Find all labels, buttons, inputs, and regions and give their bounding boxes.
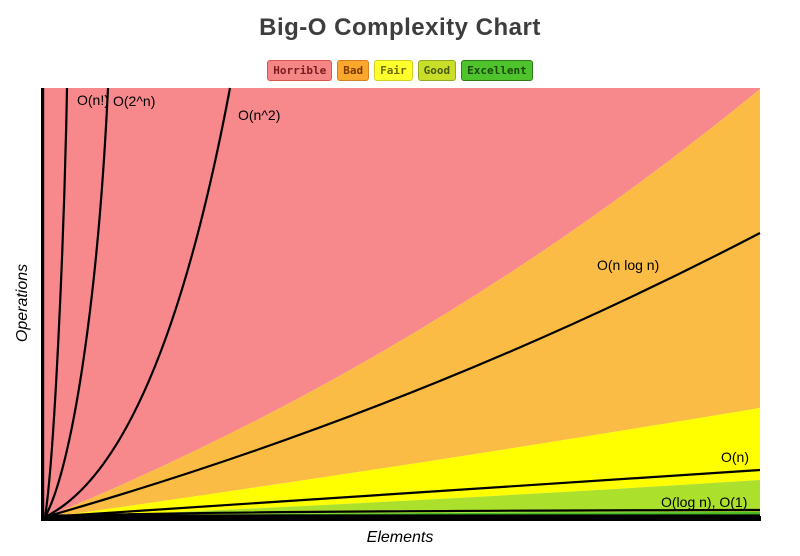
region-good [44,480,760,518]
region-fair [44,408,760,518]
curve-labels: O(n!) O(2^n) O(n^2) O(n log n) O(n) O(lo… [77,92,749,510]
label-o-n-factorial: O(n!) [77,92,109,108]
label-o-n-squared: O(n^2) [238,107,280,123]
legend: Horrible Bad Fair Good Excellent [0,60,800,81]
y-axis [41,88,45,521]
page-title: Big-O Complexity Chart [259,14,541,41]
axes [41,88,761,521]
legend-badge-excellent: Excellent [461,60,533,81]
legend-badge-horrible: Horrible [267,60,333,81]
region-bad [44,89,760,518]
curve-o-n-log-n [44,232,761,519]
legend-badge-bad: Bad [337,60,370,81]
y-axis-label: Operations [14,264,31,342]
label-o-2-pow-n: O(2^n) [113,93,155,109]
legend-badge-fair: Fair [374,60,413,81]
x-axis [41,516,761,521]
legend-badge-good: Good [417,60,457,81]
curve-o-2-pow-n [44,87,110,518]
label-o-n: O(n) [721,449,749,465]
curve-o-n-factorial [43,87,69,518]
rating-regions [44,88,760,521]
curve-o-n [44,468,761,519]
x-axis-label: Elements [367,529,434,546]
region-horrible [44,88,760,518]
label-o-n-log-n: O(n log n) [597,257,659,273]
complexity-curves [43,87,761,519]
curve-o-n-squared [44,87,232,518]
axis-titles: Operations Elements [14,264,433,546]
label-o-log-n-o-1: O(log n), O(1) [661,494,747,510]
